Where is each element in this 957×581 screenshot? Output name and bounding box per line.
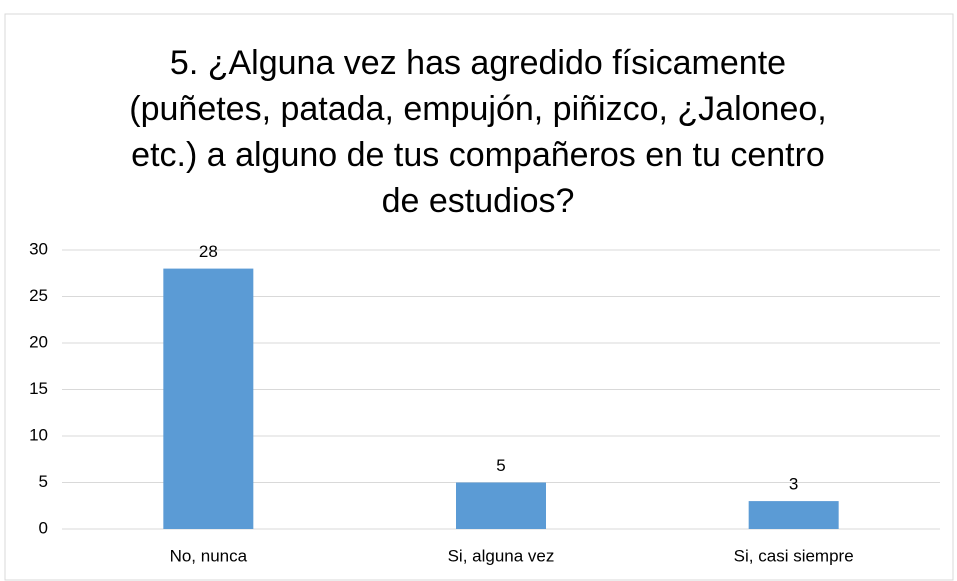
data-label: 3 [789,475,798,494]
y-tick-label: 5 [39,472,48,491]
x-tick-label: No, nunca [170,546,248,565]
y-tick-label: 0 [39,518,48,537]
bar [748,501,839,529]
chart-border [4,13,954,581]
x-tick-label: Si, alguna vez [448,546,555,565]
bar [163,268,254,529]
chart-title: 5. ¿Alguna vez has agredido físicamente … [129,44,827,220]
bar [456,482,546,529]
data-label: 28 [199,242,218,261]
data-label: 5 [496,456,505,475]
y-tick-label: 30 [29,239,48,258]
y-tick-label: 15 [29,379,48,398]
y-tick-label: 25 [29,286,48,305]
y-tick-label: 20 [29,332,48,351]
y-tick-label: 10 [29,425,48,444]
x-tick-label: Si, casi siempre [734,546,854,565]
